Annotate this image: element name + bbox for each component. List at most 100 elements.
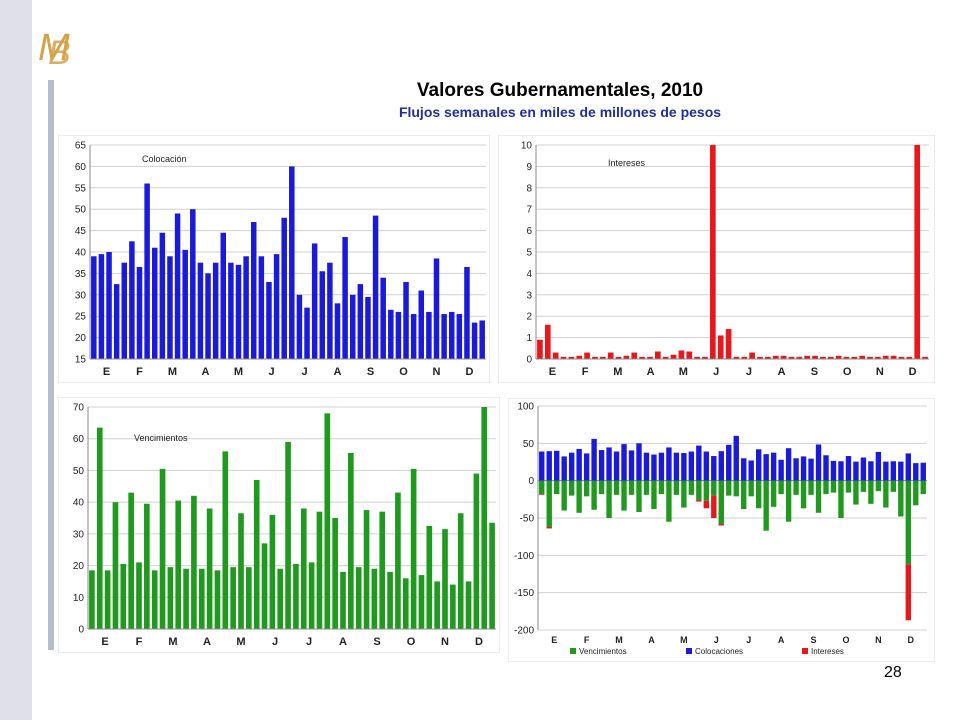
bar-colocaciones — [733, 435, 739, 481]
data-bar — [349, 294, 356, 359]
y-tick-label: 8 — [526, 183, 532, 194]
bar-vencimientos — [651, 480, 657, 510]
x-month-label: A — [334, 366, 342, 378]
bar-vencimientos — [583, 480, 590, 497]
data-bar — [324, 413, 331, 629]
data-bar — [882, 355, 889, 359]
bar-vencimientos — [898, 480, 904, 517]
data-bar — [96, 427, 103, 629]
bar-vencimientos — [561, 480, 567, 511]
y-tick-label: 2 — [526, 312, 532, 323]
data-bar — [304, 307, 310, 359]
bar-vencimientos — [636, 480, 642, 513]
data-bar — [655, 351, 661, 359]
data-bar — [190, 209, 196, 359]
data-bar — [426, 311, 432, 359]
chart-intereses-svg: 0 1 2 3 4 5 6 7 8 9 10 E F M A M J J A S O N D Intereses — [498, 135, 935, 383]
page-number: 28 — [884, 664, 902, 681]
data-bar — [741, 356, 748, 359]
data-bar — [273, 254, 280, 359]
data-bar — [104, 570, 111, 629]
data-bar — [670, 354, 677, 359]
x-month-label: M — [679, 366, 688, 378]
y-tick-label: 0 — [78, 625, 84, 636]
x-month-label: M — [168, 366, 177, 378]
bar-vencimientos — [800, 480, 807, 509]
bar-colocaciones — [554, 450, 560, 481]
data-bar — [112, 502, 119, 629]
x-month-label: D — [466, 366, 474, 378]
data-bar — [113, 284, 120, 359]
bar-vencimientos — [793, 480, 799, 495]
bar-colocaciones — [591, 438, 597, 481]
data-bar — [867, 356, 873, 359]
data-bar — [342, 237, 348, 359]
data-bar — [281, 217, 287, 359]
x-month-label: A — [202, 366, 210, 378]
data-bar — [788, 356, 795, 359]
x-month-label: S — [811, 366, 818, 378]
x-month-label: E — [549, 366, 556, 378]
data-bar — [348, 452, 354, 629]
bar-colocaciones — [785, 448, 792, 481]
bar-colocaciones — [696, 445, 702, 481]
data-bar — [175, 500, 182, 629]
legend-swatch — [686, 648, 692, 654]
bar-vencimientos — [845, 480, 852, 493]
x-month-label: O — [399, 366, 408, 378]
chart-flujo-neto-svg: 100 50 0 -50 -100 -150 -200 E F M A M J J A S O N D Vencimi… — [508, 398, 935, 662]
bar-vencimientos — [785, 480, 792, 522]
data-bar — [319, 271, 326, 359]
data-bar — [269, 514, 276, 629]
bar-vencimientos — [621, 480, 627, 511]
bar-colocaciones — [666, 447, 672, 481]
data-bar — [694, 356, 700, 359]
x-month-label: F — [582, 366, 589, 378]
data-bar — [457, 513, 464, 629]
data-bar — [380, 277, 386, 359]
data-bar — [843, 356, 850, 359]
data-bar — [599, 356, 606, 359]
y-tick-label: 45 — [75, 226, 87, 237]
data-bar — [410, 468, 417, 629]
data-bar — [191, 495, 197, 629]
bar-colocaciones — [755, 449, 762, 481]
y-tick-label: -200 — [514, 626, 534, 637]
bar-vencimientos — [913, 480, 919, 506]
y-tick-label: 40 — [73, 498, 85, 509]
chart-flujo-neto: 100 50 0 -50 -100 -150 -200 E F M A M J J A S O N D Vencimi… — [508, 398, 935, 662]
data-bar — [552, 352, 559, 359]
data-bar — [136, 266, 143, 359]
data-bar — [98, 254, 105, 359]
y-tick-label: 9 — [526, 162, 532, 173]
bar-vencimientos — [868, 480, 874, 504]
bar-colocaciones — [726, 444, 732, 481]
bar-vencimientos — [606, 480, 612, 518]
x-month-label: M — [680, 635, 688, 645]
bar-vencimientos — [733, 480, 739, 497]
data-bar — [253, 479, 260, 629]
bar-intereses — [711, 495, 717, 518]
data-bar — [544, 324, 551, 359]
y-tick-label: 7 — [526, 205, 532, 216]
bar-vencimientos — [613, 480, 620, 495]
x-month-label: J — [746, 635, 751, 645]
x-month-label: F — [136, 366, 143, 378]
bar-vencimientos — [666, 480, 672, 522]
data-bar — [481, 407, 488, 629]
data-bar — [261, 543, 268, 629]
data-bar — [418, 290, 425, 359]
bar-colocaciones — [770, 452, 777, 481]
bar-intereses — [696, 500, 702, 502]
data-bar — [403, 281, 409, 359]
y-tick-label: 70 — [73, 403, 85, 414]
bar-colocaciones — [583, 453, 590, 481]
data-bar — [725, 329, 732, 359]
x-month-label: A — [647, 366, 655, 378]
y-tick-label: 40 — [75, 248, 87, 259]
bar-intereses — [546, 526, 552, 529]
left-decorative-line — [48, 80, 54, 650]
y-tick-label: 25 — [75, 312, 87, 323]
bar-colocaciones — [778, 459, 784, 481]
bar-colocaciones — [860, 457, 867, 481]
